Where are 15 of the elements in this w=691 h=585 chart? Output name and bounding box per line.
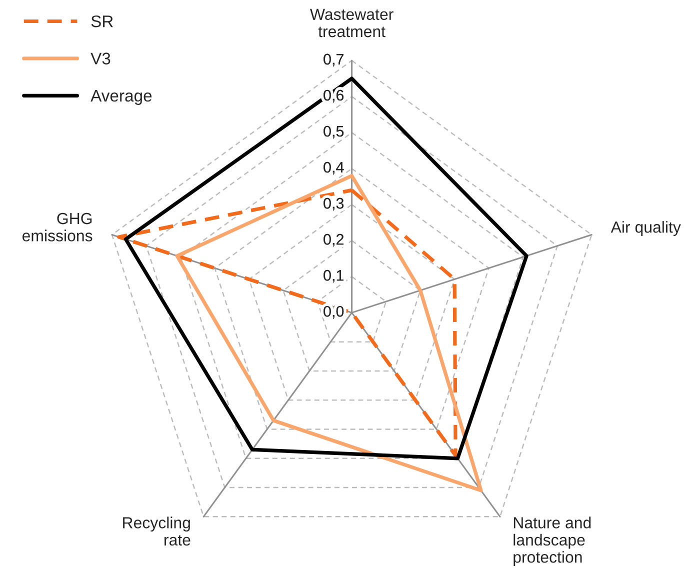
y-tick-label: 0,2 — [324, 234, 344, 247]
spoke-label: GHG emissions — [22, 212, 92, 242]
legend-label: SR — [91, 15, 113, 28]
y-tick-label: 0,1 — [324, 270, 344, 283]
y-tick-label: 0,7 — [324, 54, 344, 66]
y-tick-label: 0,3 — [324, 198, 344, 211]
spoke-label: Recycling rate — [123, 516, 190, 546]
spoke-label: Air quality — [610, 221, 681, 236]
y-tick-label: 0,4 — [324, 162, 344, 174]
y-tick-label: 0,5 — [324, 126, 344, 138]
legend-label: Average — [90, 90, 152, 105]
spoke-label: Wastewater treatment — [310, 8, 394, 38]
y-tick-label: 0,0 — [324, 306, 344, 319]
spoke-label: Nature and landscape protection — [514, 516, 591, 566]
legend-label: V3 — [90, 52, 110, 64]
